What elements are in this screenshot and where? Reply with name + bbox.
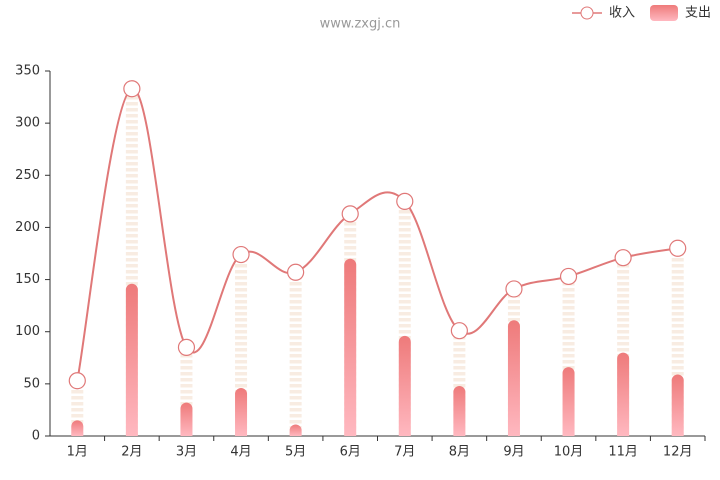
- x-tick-label: 6月: [340, 445, 361, 460]
- y-tick-label: 250: [15, 168, 40, 183]
- x-tick-label: 1月: [67, 445, 88, 460]
- legend-swatch: [650, 5, 678, 21]
- income-point: [614, 249, 632, 267]
- bar: [507, 320, 520, 436]
- x-tick-label: 12月: [663, 445, 693, 460]
- bar: [289, 424, 302, 436]
- bar: [617, 352, 630, 436]
- bar: [235, 388, 248, 436]
- x-tick-label: 4月: [230, 445, 251, 460]
- bar: [671, 374, 684, 436]
- x-tick-label: 3月: [176, 445, 197, 460]
- x-tick-label: 8月: [449, 445, 470, 460]
- y-tick-label: 150: [15, 272, 40, 287]
- bar: [344, 258, 357, 436]
- y-tick-label: 350: [15, 64, 40, 79]
- income-point: [669, 239, 687, 257]
- income-point: [450, 322, 468, 340]
- legend-point: [580, 6, 594, 20]
- income-point: [232, 245, 250, 264]
- bar: [125, 283, 138, 436]
- income-point: [123, 80, 141, 98]
- y-tick-label: 300: [15, 116, 40, 131]
- income-point: [68, 372, 86, 390]
- income-point: [396, 192, 414, 210]
- y-tick-label: 200: [15, 220, 40, 235]
- bar: [180, 402, 193, 436]
- chart-title: www.zxgj.cn: [320, 17, 401, 32]
- y-tick-label: 0: [32, 429, 40, 444]
- y-tick-label: 100: [15, 324, 40, 339]
- legend-label: 支出: [685, 6, 711, 21]
- x-tick-label: 11月: [608, 445, 638, 460]
- bar: [453, 385, 466, 436]
- income-point: [505, 280, 523, 298]
- x-tick-label: 7月: [394, 445, 415, 460]
- bar: [398, 335, 411, 436]
- x-tick-label: 10月: [554, 445, 584, 460]
- income-point: [287, 263, 305, 281]
- x-tick-label: 2月: [121, 445, 142, 460]
- income-point: [559, 267, 578, 286]
- y-tick-label: 50: [23, 376, 40, 391]
- legend-label: 收入: [609, 6, 635, 21]
- income-point: [177, 338, 196, 356]
- bar: [562, 367, 575, 436]
- income-pillar: [289, 272, 302, 436]
- income-point: [341, 205, 359, 223]
- income-line: [76, 87, 678, 381]
- x-tick-label: 9月: [503, 445, 524, 460]
- x-tick-label: 5月: [285, 445, 306, 460]
- bar: [71, 420, 84, 436]
